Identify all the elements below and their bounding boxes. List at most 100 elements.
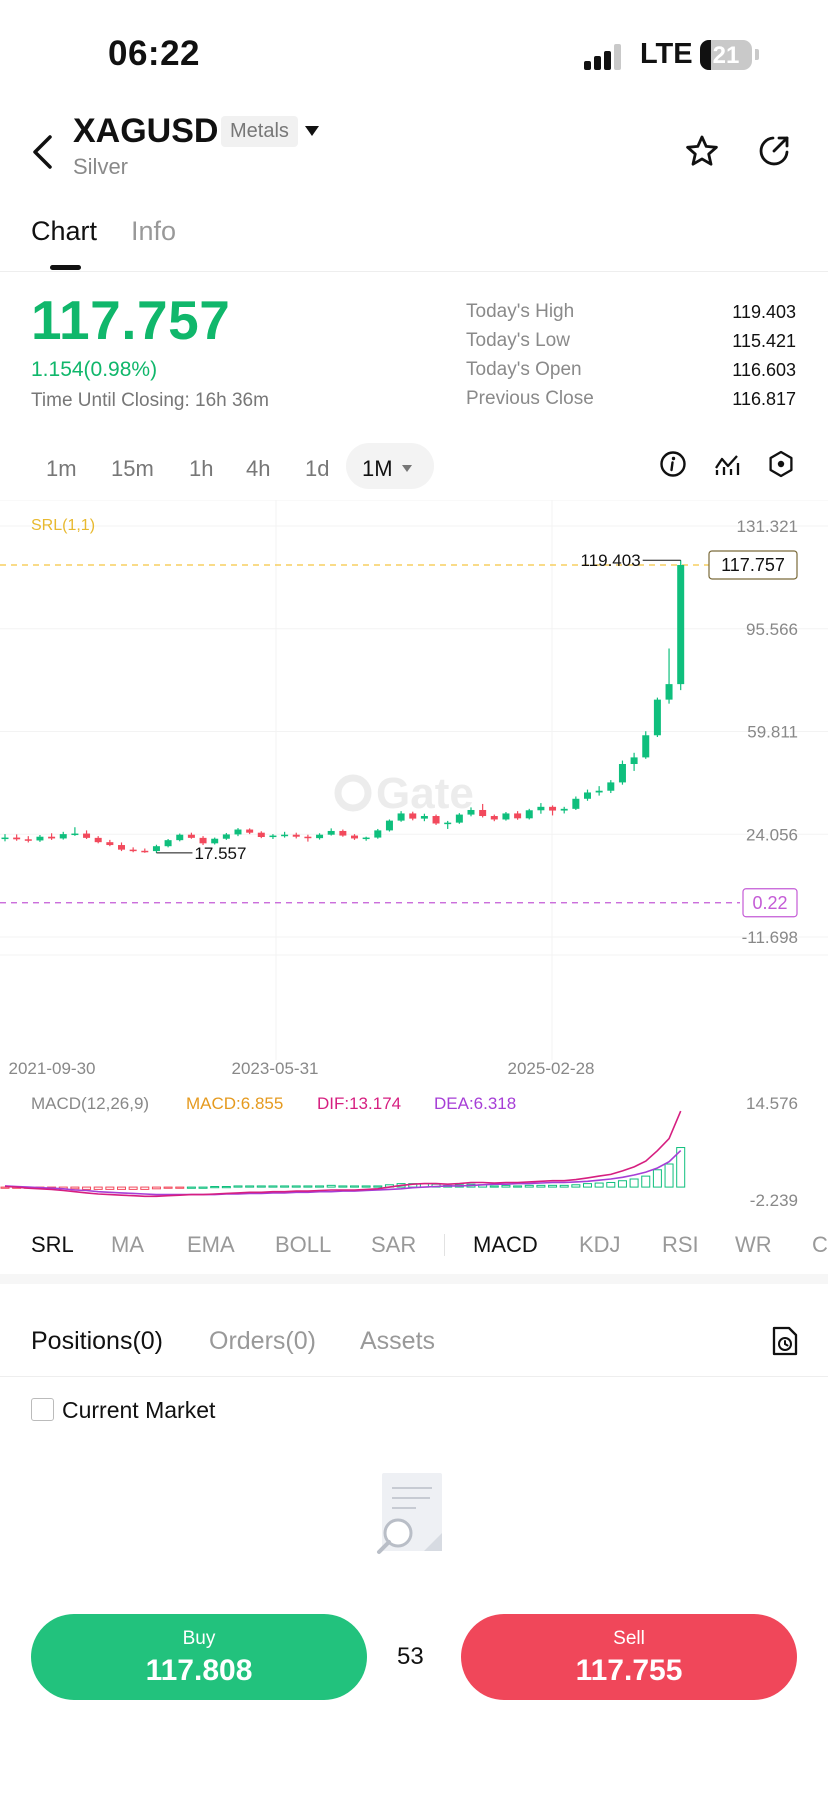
candle <box>106 839 114 847</box>
buy-button[interactable]: Buy 117.808 <box>31 1614 367 1700</box>
candle-body <box>549 806 557 811</box>
indicator-tab-kdj[interactable]: KDJ <box>579 1232 621 1257</box>
macd-histogram-bar <box>676 1147 686 1188</box>
indicator-tab-wr[interactable]: WR <box>735 1232 772 1257</box>
dif-line <box>4 1110 682 1198</box>
y-tick-label: 131.321 <box>737 517 798 536</box>
candle-body <box>642 735 650 758</box>
candle <box>560 806 568 814</box>
candle <box>677 560 685 691</box>
candle <box>467 807 475 817</box>
current-market-checkbox[interactable] <box>31 1398 54 1421</box>
candle-body <box>444 822 452 825</box>
candle-body <box>118 845 125 850</box>
sell-button[interactable]: Sell 117.755 <box>461 1614 797 1700</box>
timeframe-1m[interactable]: 1m <box>46 456 77 481</box>
tab-positions[interactable]: Positions(0) <box>31 1327 163 1355</box>
high-marker-label: 119.403 <box>580 551 640 570</box>
watermark-text: Gate <box>376 769 474 818</box>
candle-body <box>362 837 370 840</box>
macd-histogram-bar <box>303 1185 313 1188</box>
indicator-tab-macd[interactable]: MACD <box>473 1232 538 1257</box>
candle <box>316 833 324 840</box>
candle <box>269 834 277 840</box>
candle-body <box>211 838 219 844</box>
timeframe-4h[interactable]: 4h <box>246 456 271 481</box>
candle <box>164 839 172 848</box>
chevron-down-icon[interactable] <box>305 126 319 136</box>
candle <box>502 811 510 821</box>
candle-body <box>94 837 102 843</box>
x-tick-label: 2021-09-30 <box>9 1059 96 1078</box>
macd-histogram-bar <box>571 1184 581 1188</box>
symbol-title[interactable]: XAGUSD <box>73 112 219 150</box>
indicator-tab-srl[interactable]: SRL <box>31 1232 74 1257</box>
last-price: 117.757 <box>31 289 231 351</box>
candle-body <box>397 813 405 821</box>
timeframe-active[interactable] <box>346 443 434 489</box>
candle-body <box>48 836 56 839</box>
stat-label-open: Today's Open <box>466 359 582 380</box>
indicator-chart-icon[interactable] <box>713 450 741 478</box>
indicator-level-label: 0.22 <box>752 893 787 913</box>
candle-body <box>269 835 277 838</box>
current-price-label: 117.757 <box>721 555 785 575</box>
candle-body <box>71 833 79 836</box>
candle <box>211 837 219 845</box>
candle-body <box>339 830 347 836</box>
candle <box>479 803 487 818</box>
price-chart[interactable]: Gate SRL(1,1) 131.321 95.566 59.811 24.056 -… <box>0 500 828 1220</box>
tab-orders[interactable]: Orders(0) <box>209 1327 316 1355</box>
share-icon[interactable] <box>757 134 791 168</box>
indicator-tab-sar[interactable]: SAR <box>371 1232 417 1257</box>
macd-histogram-bar <box>186 1186 196 1189</box>
candle <box>36 834 44 842</box>
candle <box>432 814 440 825</box>
timeframe-15m[interactable]: 15m <box>111 456 154 481</box>
candle-body <box>595 790 603 793</box>
battery-icon: 21 <box>700 40 752 70</box>
macd-histogram-bar <box>245 1185 255 1188</box>
macd-histogram-bar <box>140 1186 150 1190</box>
macd-histogram-bar <box>489 1185 499 1188</box>
candle-body <box>164 840 172 847</box>
timeframe-1d[interactable]: 1d <box>305 456 330 481</box>
indicator-tab-ema[interactable]: EMA <box>187 1232 235 1257</box>
tab-separator <box>444 1234 445 1256</box>
candle-body <box>525 810 533 819</box>
macd-histogram-bar <box>594 1182 604 1188</box>
current-market-label[interactable]: Current Market <box>62 1397 216 1423</box>
time-until-closing: Time Until Closing: 16h 36m <box>31 390 269 411</box>
dea-line <box>4 1150 682 1196</box>
candle-body <box>316 834 324 839</box>
candle <box>176 833 184 842</box>
tab-info[interactable]: Info <box>131 216 177 246</box>
chart-watermark: Gate <box>334 769 474 818</box>
indicator-tab-more[interactable]: C <box>812 1232 828 1257</box>
candle-body <box>129 849 137 852</box>
candle <box>71 827 79 836</box>
candle-body <box>327 830 335 835</box>
candle <box>234 828 242 837</box>
timeframe-1h[interactable]: 1h <box>189 456 214 481</box>
battery-percent: 21 <box>712 42 740 69</box>
info-icon[interactable] <box>659 450 687 478</box>
candle <box>572 796 580 810</box>
candle <box>444 820 452 829</box>
star-icon[interactable] <box>685 134 719 168</box>
spread-value: 53 <box>397 1643 424 1670</box>
srl-indicator-label: SRL(1,1) <box>31 517 95 534</box>
settings-hexagon-icon[interactable] <box>767 450 795 478</box>
indicator-tab-ma[interactable]: MA <box>111 1232 144 1257</box>
indicator-tab-rsi[interactable]: RSI <box>662 1232 699 1257</box>
dea-value: DEA:6.318 <box>434 1094 516 1113</box>
macd-histogram-bar <box>198 1186 208 1189</box>
tab-assets[interactable]: Assets <box>360 1327 436 1355</box>
chevron-left-icon[interactable] <box>30 134 56 170</box>
signal-strength-icon <box>584 44 626 70</box>
tab-chart[interactable]: Chart <box>31 216 98 246</box>
history-document-icon[interactable] <box>771 1325 799 1357</box>
candle-body <box>514 813 522 819</box>
macd-histogram-bar <box>361 1185 371 1188</box>
indicator-tab-boll[interactable]: BOLL <box>275 1232 332 1257</box>
